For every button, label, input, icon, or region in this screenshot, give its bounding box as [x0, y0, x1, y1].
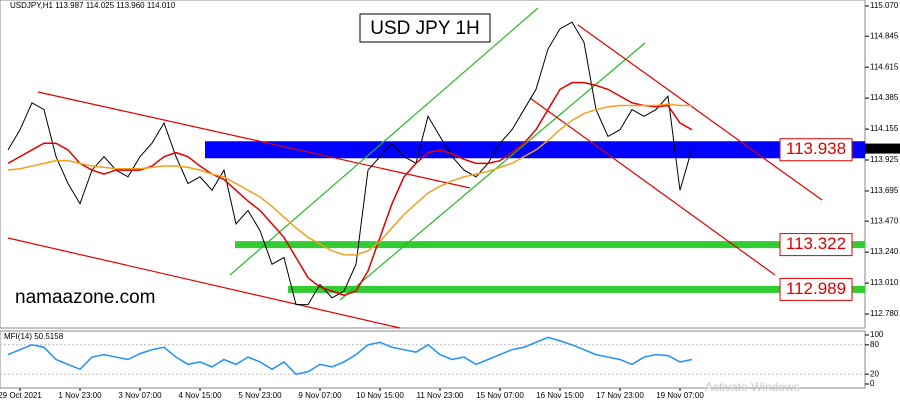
y-tick-label: 113.240 [870, 247, 899, 256]
trend-line [339, 42, 646, 301]
y-tick-label: 114.385 [870, 93, 899, 102]
level-label: 113.322 [786, 234, 846, 253]
x-tick-label: 3 Nov 07:00 [118, 391, 162, 400]
price-panel [0, 0, 866, 329]
watermark: namaazone.com [15, 287, 155, 308]
trend-line [37, 91, 471, 189]
trend-lines [7, 7, 823, 329]
y-tick-label: 20 [870, 369, 879, 378]
y-tick-label: 80 [870, 340, 879, 349]
y-tick-label: 113.925 [870, 155, 899, 164]
header: USDJPY,H1 113.987 114.025 113.960 114.01… [10, 1, 176, 10]
overlay-text: Activate Windows [705, 380, 800, 394]
trend-line [7, 237, 401, 329]
x-tick-label: 11 Nov 23:00 [417, 391, 465, 400]
level-zone [288, 285, 865, 293]
y-tick-label: 100 [870, 330, 884, 339]
x-tick-label: 10 Nov 15:00 [356, 391, 404, 400]
price-line [7, 21, 693, 306]
y-tick-label: 112.780 [870, 309, 899, 318]
level-label: 113.938 [786, 139, 846, 158]
trend-line [529, 97, 776, 276]
y-tick-label: 0 [870, 379, 875, 388]
y-tick-label: 113.695 [870, 186, 899, 195]
y-tick-label: 115.070 [870, 1, 899, 10]
x-tick-label: 5 Nov 23:00 [238, 391, 282, 400]
level-label: 112.989 [786, 279, 846, 298]
price-line [7, 103, 692, 256]
y-tick-label: 114.845 [870, 31, 899, 40]
x-tick-label: 16 Nov 15:00 [536, 391, 584, 400]
x-tick-label: 4 Nov 15:00 [178, 391, 222, 400]
x-tick-label: 15 Nov 07:00 [476, 391, 524, 400]
level-label-box [779, 138, 853, 162]
y-tick-label: 114.155 [870, 124, 899, 133]
trend-line [577, 24, 823, 201]
x-tick-label: 17 Nov 23:00 [596, 391, 644, 400]
level-zone [235, 241, 865, 249]
chart-title: USD JPY 1H [370, 18, 479, 39]
indicator-label: MFI(14) 50.5158 [4, 332, 64, 341]
x-tick-label: 9 Nov 07:00 [298, 391, 342, 400]
trend-line [229, 7, 539, 276]
price-line [7, 81, 693, 296]
y-tick-label: 114.615 [870, 62, 899, 71]
title-box [359, 13, 491, 43]
indicator-line [7, 336, 693, 376]
x-tick-label: 1 Nov 23:00 [58, 391, 102, 400]
x-tick-label: 29 Oct 2021 [0, 391, 42, 400]
level-label-box [779, 233, 853, 257]
y-tick-label: 113.470 [870, 216, 899, 225]
level-label-box [779, 277, 853, 301]
indicator-panel [0, 330, 866, 389]
x-tick-label: 19 Nov 07:00 [656, 391, 704, 400]
last-price-box [865, 143, 900, 154]
y-tick-label: 113.010 [870, 278, 899, 287]
last-price-label: 114.010 [868, 144, 897, 153]
